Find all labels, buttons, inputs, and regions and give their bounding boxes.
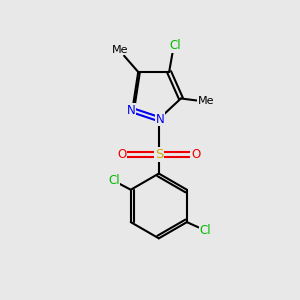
Text: O: O [191, 148, 200, 161]
Text: Me: Me [198, 96, 214, 106]
Text: Cl: Cl [169, 39, 181, 52]
Text: Me: Me [112, 45, 129, 55]
Text: S: S [154, 148, 163, 161]
Text: Cl: Cl [108, 174, 119, 188]
Text: N: N [156, 112, 165, 126]
Text: N: N [127, 104, 135, 117]
Text: Cl: Cl [199, 224, 211, 237]
Text: O: O [117, 148, 127, 161]
